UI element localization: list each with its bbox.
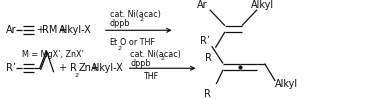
Text: R: R [205,53,212,63]
Text: +: + [57,25,66,35]
Text: O or THF: O or THF [120,39,155,47]
Text: cat. Ni(acac): cat. Ni(acac) [130,50,181,59]
Text: R: R [70,63,77,73]
Text: Alkyl: Alkyl [251,0,274,10]
Text: +: + [36,25,45,35]
Text: 2: 2 [117,46,121,51]
Text: R’: R’ [200,36,209,46]
Text: 2: 2 [139,17,144,22]
Text: dppb: dppb [130,59,151,68]
Text: 2: 2 [160,56,164,61]
Text: 2: 2 [74,73,79,78]
Text: M = MgX’, ZnX’: M = MgX’, ZnX’ [22,50,84,59]
Text: Et: Et [109,39,117,47]
Text: +: + [57,63,66,73]
Text: R’: R’ [6,63,15,73]
Text: +: + [90,63,98,73]
Text: Zn: Zn [78,63,91,73]
Text: Alkyl: Alkyl [275,79,298,89]
Text: RM: RM [42,25,57,35]
Text: cat. Ni(acac): cat. Ni(acac) [110,10,161,19]
Text: dppb: dppb [110,20,130,29]
Text: Alkyl-X: Alkyl-X [91,63,123,73]
Text: Ar: Ar [6,25,16,35]
Text: Ar: Ar [197,0,207,10]
Text: THF: THF [143,72,158,81]
Text: R: R [204,89,211,99]
Text: Alkyl-X: Alkyl-X [59,25,92,35]
